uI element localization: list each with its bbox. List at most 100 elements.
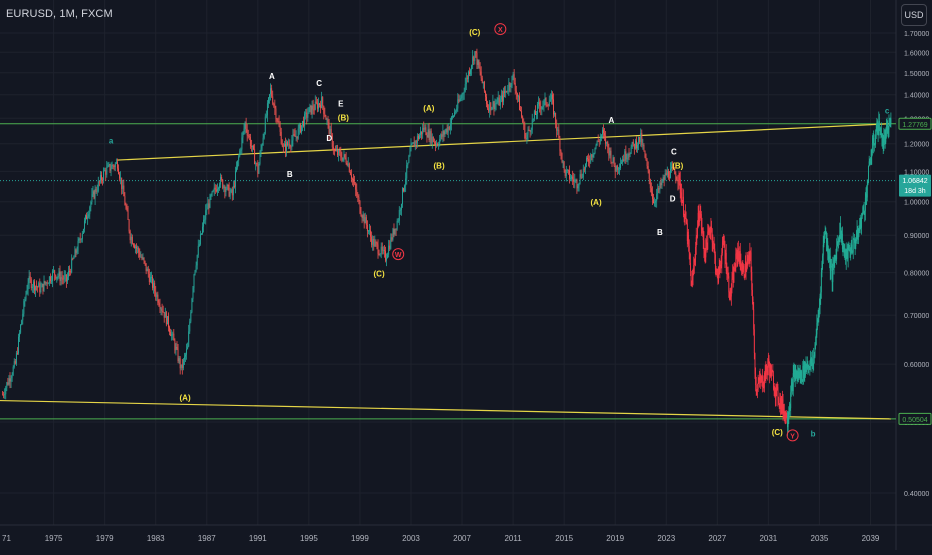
projection-candle-down <box>783 410 785 418</box>
candle <box>8 378 10 385</box>
candle <box>561 153 563 162</box>
candle <box>329 128 331 135</box>
projection-candle-down <box>686 223 688 224</box>
projection-candle-down <box>733 267 735 283</box>
candle <box>285 143 286 152</box>
projection-candle-up <box>880 127 882 135</box>
candle <box>58 271 60 276</box>
projection-candle-up <box>801 380 803 382</box>
projection-candle-up <box>835 255 837 260</box>
candle <box>87 216 89 220</box>
candle <box>241 137 243 150</box>
candle <box>509 83 511 87</box>
candle <box>676 179 678 181</box>
projection-candle-up <box>795 371 797 378</box>
candle <box>275 108 277 119</box>
candle <box>155 291 157 297</box>
candle <box>296 136 298 139</box>
candle <box>125 205 127 208</box>
projection-candle-down <box>725 253 727 272</box>
candle <box>591 154 593 158</box>
candle <box>555 112 557 124</box>
candle <box>566 169 568 171</box>
candle <box>433 141 435 143</box>
x-tick-label: 1983 <box>147 534 165 543</box>
candle <box>131 236 133 244</box>
wave-label: E <box>338 99 344 108</box>
candle <box>429 131 431 140</box>
x-tick-label: 1975 <box>45 534 63 543</box>
candle <box>545 97 547 105</box>
wave-label: A <box>269 72 275 81</box>
candle <box>211 191 213 196</box>
projection-candle-down <box>738 253 740 263</box>
candle <box>605 135 607 144</box>
candle <box>20 324 22 333</box>
projection-candle-up <box>806 365 808 368</box>
projection-candle-up <box>889 123 891 125</box>
candle <box>158 302 160 306</box>
projection-candle-up <box>843 249 845 253</box>
candle <box>668 177 670 179</box>
projection-candle-up <box>860 217 862 228</box>
candle <box>573 179 575 182</box>
projection-candle-up <box>888 123 890 130</box>
candle <box>458 99 460 102</box>
candle <box>475 51 477 53</box>
candle <box>484 91 486 97</box>
candle <box>344 154 346 158</box>
candle <box>197 245 199 256</box>
candle <box>516 93 518 97</box>
candle <box>93 191 95 199</box>
projection-candle-down <box>739 251 741 261</box>
wave-label: (A) <box>591 198 602 207</box>
candle <box>107 165 109 168</box>
symbol-title[interactable]: EURUSD, 1M, FXCM <box>6 8 113 20</box>
projection-candle-down <box>741 269 743 271</box>
candle <box>12 367 14 375</box>
projection-candle-down <box>750 252 752 273</box>
candle <box>524 123 526 139</box>
projection-candle-up <box>806 365 808 368</box>
projection-candle-up <box>788 407 790 415</box>
candle <box>222 179 224 189</box>
candle <box>377 244 379 254</box>
candle <box>663 177 665 180</box>
candle <box>619 167 620 169</box>
y-tick-label: 1.50000 <box>904 71 929 78</box>
candle <box>358 197 360 201</box>
candle <box>115 161 117 164</box>
projection-candle-down <box>758 377 760 382</box>
candle <box>557 129 559 131</box>
projection-candle-down <box>773 389 775 392</box>
projection-candle-up <box>839 223 841 240</box>
projection-candle-up <box>848 249 850 251</box>
candle <box>23 301 25 314</box>
projection-candle-down <box>709 229 711 233</box>
candle <box>422 127 424 135</box>
candle <box>354 182 356 184</box>
candle <box>333 149 335 151</box>
projection-candle-down <box>731 278 733 290</box>
candle <box>180 364 182 369</box>
trendline <box>0 399 891 420</box>
price-label-bg <box>898 412 932 425</box>
projection-candle-down <box>714 248 716 255</box>
currency-button[interactable]: USD <box>901 4 927 26</box>
projection-candle-down <box>769 366 771 376</box>
projection-candle-up <box>877 121 878 134</box>
candle <box>126 207 128 211</box>
projection-candle-up <box>790 392 792 409</box>
projection-candle-down <box>762 386 764 388</box>
candle <box>286 142 287 152</box>
candle <box>268 97 269 104</box>
candle <box>350 174 352 179</box>
projection-candle-up <box>873 144 875 146</box>
candle <box>459 98 461 102</box>
candle <box>94 189 96 199</box>
candle <box>534 111 536 115</box>
projection-candle-up <box>823 239 825 245</box>
candle <box>633 143 635 149</box>
